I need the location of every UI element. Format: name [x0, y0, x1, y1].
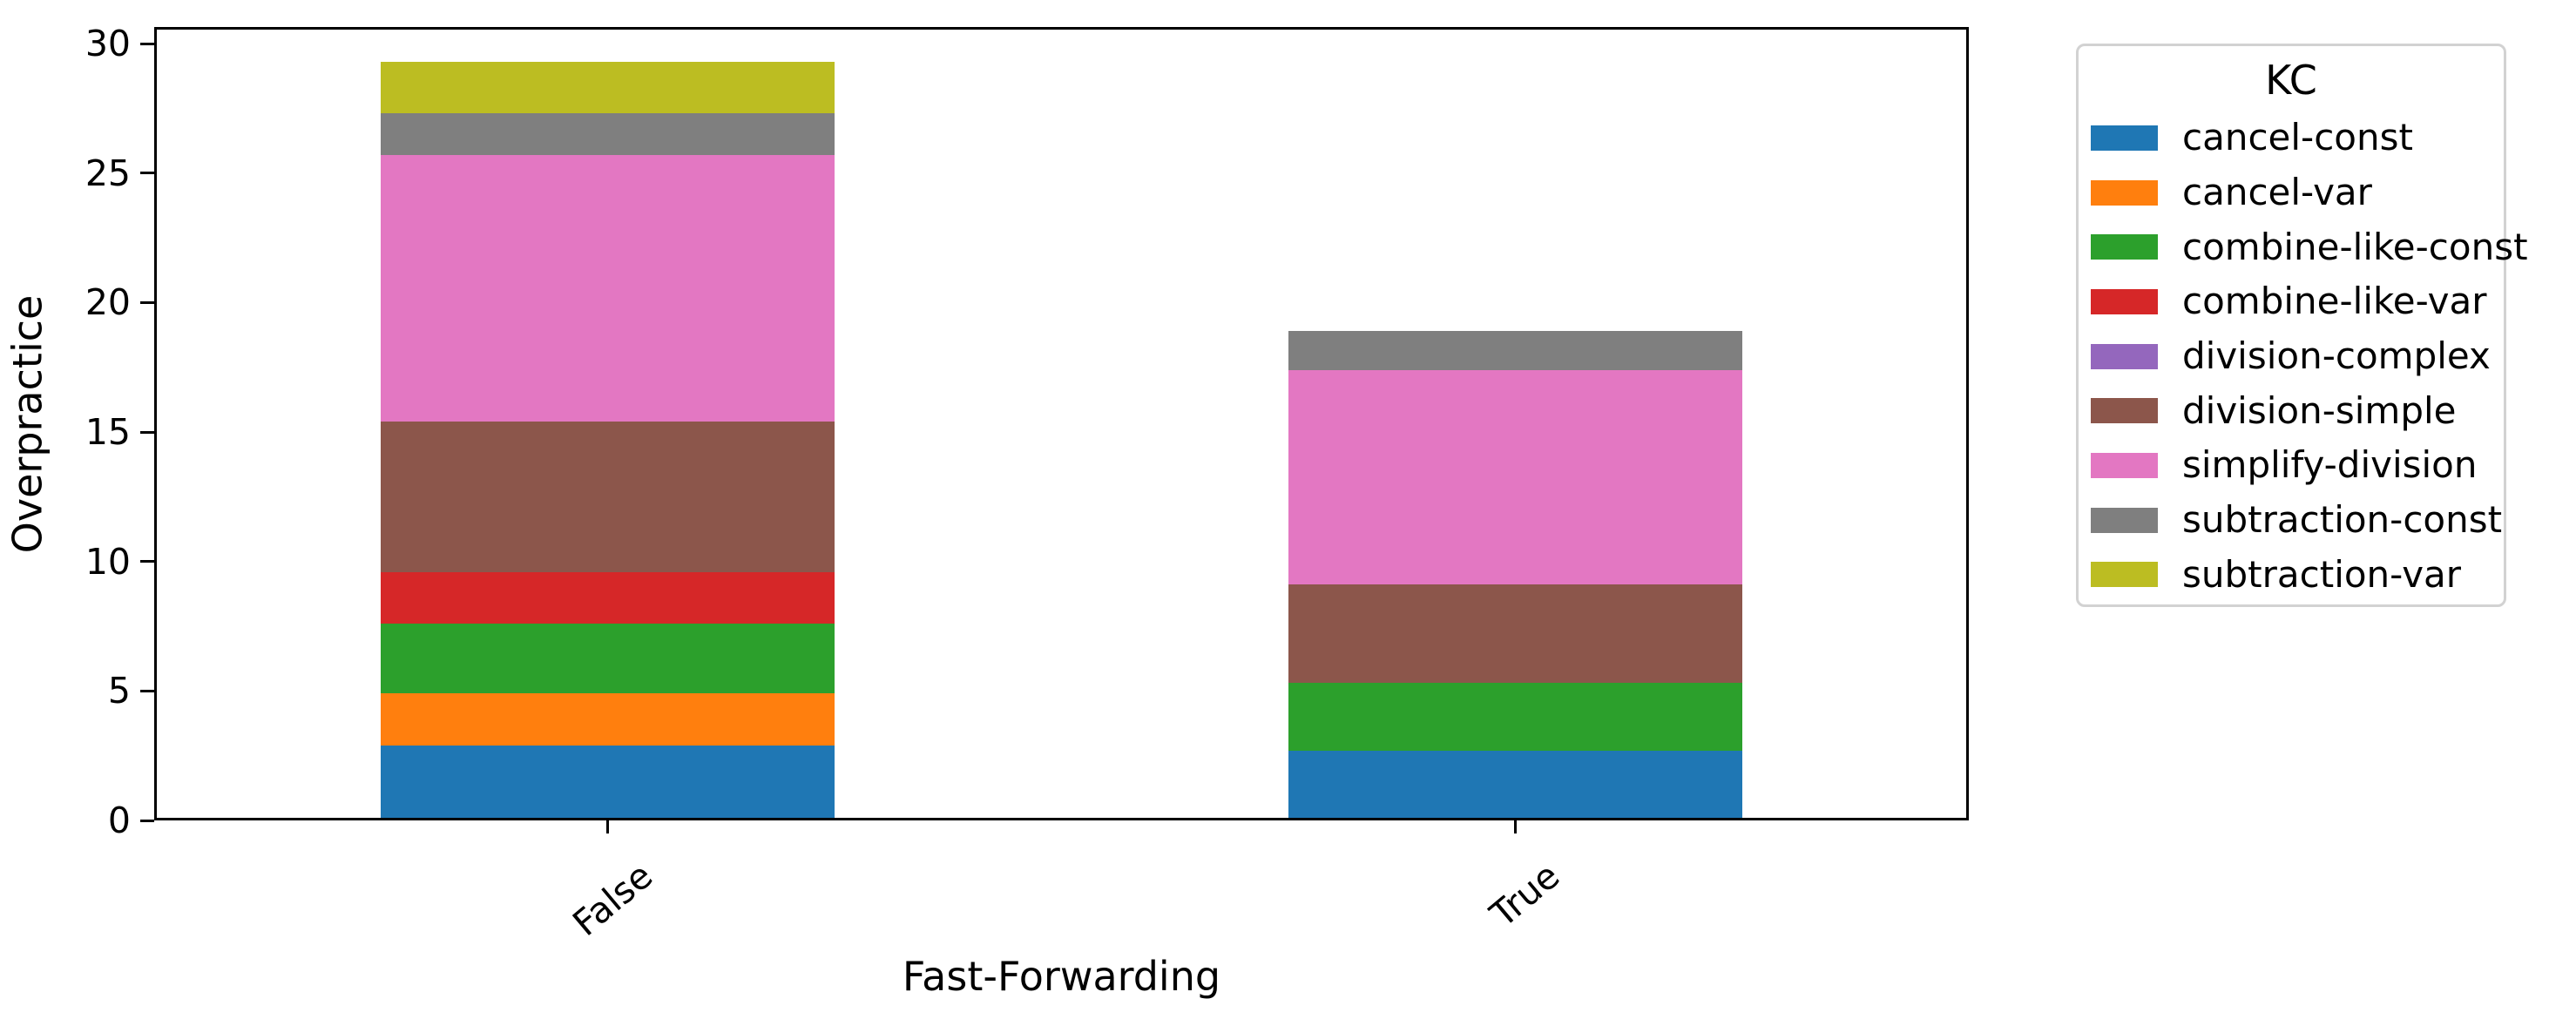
bar-segment-cancel-const-true [1288, 750, 1742, 818]
legend-swatch-subtraction-const [2091, 507, 2158, 533]
legend-swatch-cancel-const [2091, 125, 2158, 151]
y-tick-mark [140, 42, 154, 45]
y-tick-label: 25 [85, 152, 131, 194]
bar-segment-subtraction-const-false [381, 113, 835, 155]
bar-segment-simplify-division-true [1288, 369, 1742, 585]
legend-swatch-combine-like-const [2091, 234, 2158, 260]
legend-title: KC [2265, 57, 2317, 104]
bar-segment-simplify-division-false [381, 154, 835, 422]
x-tick-label-false: False [565, 854, 660, 945]
legend-label-combine-like-var: combine-like-var [2182, 280, 2487, 323]
y-tick-mark [140, 430, 154, 434]
legend-swatch-combine-like-var [2091, 288, 2158, 314]
bar-segment-division-simple-true [1288, 584, 1742, 684]
x-tick-label-true: True [1482, 854, 1568, 935]
legend-swatch-division-complex [2091, 343, 2158, 369]
y-tick-label: 10 [85, 540, 131, 583]
legend-item-cancel-var: cancel-var [2079, 165, 2504, 220]
legend-item-simplify-division: simplify-division [2079, 438, 2504, 493]
legend-label-subtraction-var: subtraction-var [2182, 552, 2462, 596]
legend-label-subtraction-const: subtraction-const [2182, 498, 2503, 542]
legend-label-cancel-var: cancel-var [2182, 171, 2372, 214]
y-tick-mark [140, 689, 154, 692]
legend-swatch-division-simple [2091, 398, 2158, 424]
y-tick-label: 30 [85, 23, 131, 64]
x-axis-label: Fast-Forwarding [902, 953, 1221, 1000]
bar-segment-subtraction-const-true [1288, 331, 1742, 370]
legend-item-subtraction-const: subtraction-const [2079, 493, 2504, 548]
legend-swatch-simplify-division [2091, 452, 2158, 478]
legend-items: cancel-const cancel-var combine-like-const… [2079, 111, 2528, 603]
bar-segment-cancel-var-false [381, 693, 835, 746]
legend-item-division-complex: division-complex [2079, 329, 2504, 384]
legend-swatch-cancel-var [2091, 179, 2158, 206]
legend-label-cancel-const: cancel-const [2182, 116, 2413, 159]
legend-item-subtraction-var: subtraction-var [2079, 548, 2504, 603]
y-tick-label: 0 [107, 800, 131, 841]
legend-label-combine-like-const: combine-like-const [2182, 225, 2528, 268]
bar-segment-combine-like-const-false [381, 624, 835, 694]
legend-item-combine-like-var: combine-like-var [2079, 274, 2504, 329]
y-tick-mark [140, 819, 154, 822]
y-tick-label: 20 [85, 281, 131, 324]
bar-segment-combine-like-var-false [381, 571, 835, 624]
legend-label-division-complex: division-complex [2182, 334, 2491, 378]
legend-item-division-simple: division-simple [2079, 383, 2504, 438]
legend-label-simplify-division: simplify-division [2182, 443, 2478, 487]
legend: KC cancel-const cancel-var combine-like-co… [2076, 44, 2528, 607]
bar-segment-combine-like-const-true [1288, 683, 1742, 751]
y-tick-label: 15 [85, 411, 131, 453]
y-tick-mark [140, 560, 154, 563]
x-tick-mark [606, 820, 610, 833]
x-tick-mark [1513, 820, 1517, 833]
bar-segment-cancel-const-false [381, 745, 835, 818]
y-tick-label: 5 [107, 670, 131, 712]
legend-swatch-subtraction-var [2091, 562, 2158, 588]
legend-item-cancel-const: cancel-const [2079, 111, 2504, 165]
bar-segment-division-simple-false [381, 422, 835, 572]
plot-area [154, 27, 1969, 820]
legend-item-combine-like-const: combine-like-const [2079, 219, 2528, 274]
legend-label-division-simple: division-simple [2182, 388, 2457, 432]
y-tick-mark [140, 172, 154, 175]
bar-segment-subtraction-var-false [381, 61, 835, 114]
y-tick-mark [140, 300, 154, 304]
